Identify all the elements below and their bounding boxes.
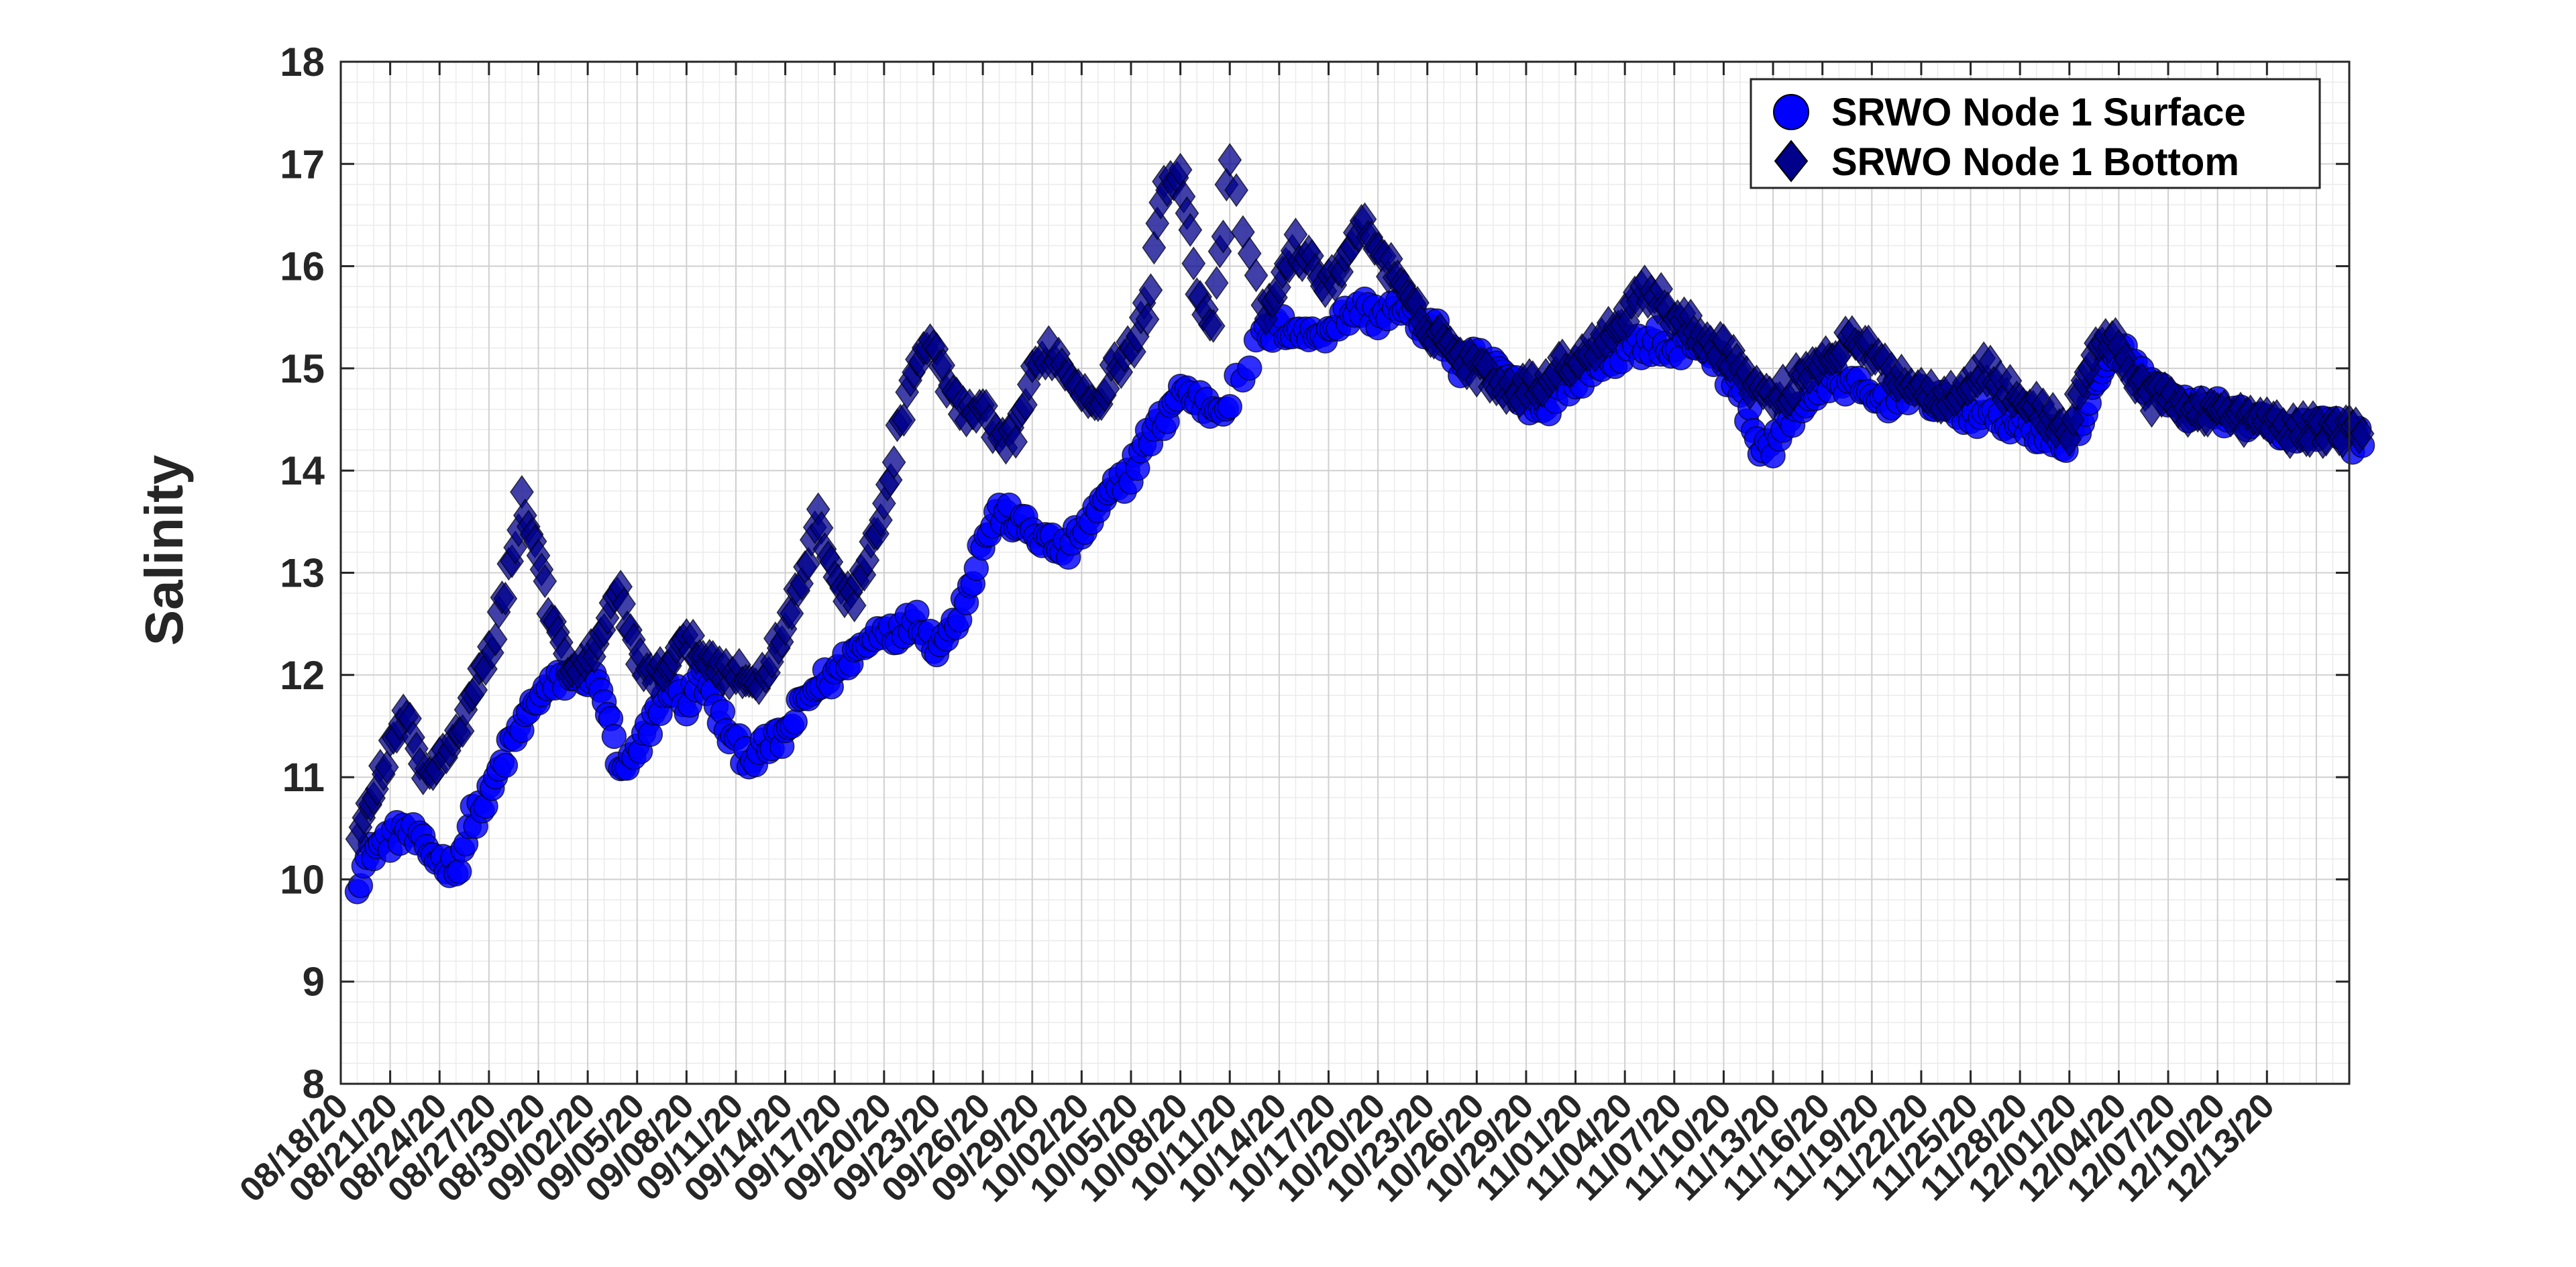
- y-axis-ticks: 8 9 10 11 12 13 14 15 16 17 18: [280, 40, 2349, 1107]
- bottom-point: [533, 564, 557, 599]
- bottom-point: [1142, 230, 1167, 265]
- surface-point: [446, 858, 472, 884]
- bottom-point: [881, 445, 906, 480]
- bottom-series: [345, 143, 2375, 856]
- bottom-point: [1204, 266, 1229, 300]
- bottom-point: [2060, 403, 2085, 437]
- bottom-point: [493, 581, 518, 616]
- legend-surface-label: SRWO Node 1 Surface: [1831, 91, 2246, 134]
- legend-bottom-marker: [1774, 140, 1809, 183]
- bottom-point: [1218, 143, 1242, 177]
- bottom-point: [1244, 258, 1269, 293]
- y-tick-label: 12: [280, 653, 325, 698]
- bottom-point: [1224, 173, 1248, 207]
- surface-point: [1217, 394, 1242, 419]
- bottom-point: [1178, 213, 1203, 247]
- y-tick-label: 13: [280, 551, 325, 596]
- legend-surface-marker: [1773, 94, 1809, 130]
- bottom-point: [2350, 416, 2375, 451]
- y-tick-label: 11: [282, 755, 325, 800]
- surface-point: [492, 752, 519, 778]
- y-tick-label: 8: [303, 1062, 325, 1107]
- bottom-point: [796, 546, 820, 581]
- legend-bottom-label: SRWO Node 1 Bottom: [1831, 140, 2239, 184]
- y-tick-label: 9: [303, 960, 325, 1005]
- y-tick-label: 10: [280, 857, 325, 902]
- surface-point: [1236, 355, 1263, 381]
- bottom-point: [1135, 302, 1160, 337]
- bottom-point: [842, 588, 867, 623]
- surface-point: [601, 723, 627, 750]
- series-layer: [344, 143, 2375, 905]
- bottom-point: [1138, 273, 1163, 307]
- legend: SRWO Node 1 Surface SRWO Node 1 Bottom: [1750, 78, 2321, 189]
- y-tick-label: 16: [280, 244, 325, 289]
- y-tick-label: 18: [280, 40, 325, 85]
- bottom-point: [374, 750, 399, 784]
- bottom-point: [483, 622, 508, 656]
- bottom-point: [1201, 309, 1226, 344]
- legend-box: [1750, 78, 2321, 189]
- y-tick-label: 17: [280, 142, 325, 187]
- bottom-point: [1004, 425, 1028, 459]
- bottom-point: [1181, 246, 1206, 281]
- y-tick-label: 14: [280, 448, 325, 493]
- bottom-point: [892, 403, 916, 437]
- bottom-point: [1211, 219, 1236, 254]
- y-tick-label: 15: [280, 346, 325, 391]
- surface-point: [782, 709, 808, 735]
- bottom-point: [1095, 371, 1120, 406]
- y-axis-label: Salinity: [134, 454, 194, 646]
